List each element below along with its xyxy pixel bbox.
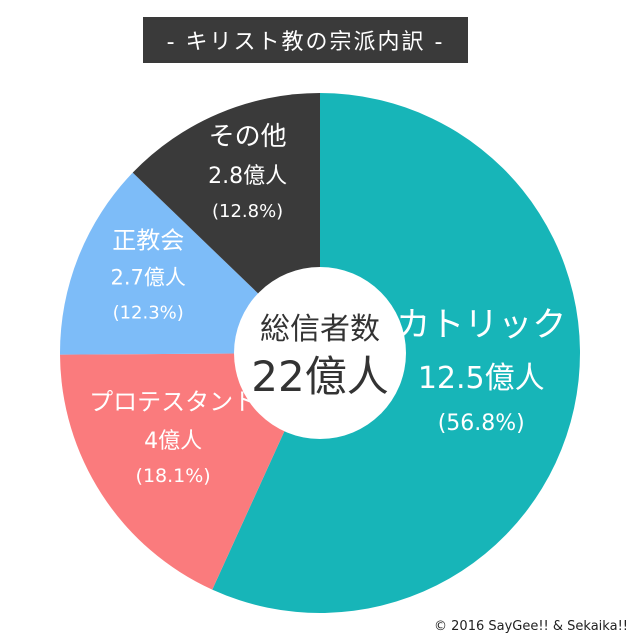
- label-orthodox-value: 2.7億人: [111, 265, 186, 289]
- label-orthodox-name: 正教会: [112, 226, 184, 254]
- label-other-value: 2.8億人: [208, 164, 287, 189]
- center-hole: [234, 267, 406, 439]
- label-protestant-value: 4億人: [144, 429, 202, 454]
- label-protestant-percent: (18.1%): [136, 465, 211, 487]
- total-value: 22億人: [251, 352, 388, 401]
- label-catholic-percent: (56.8%): [438, 411, 525, 436]
- chart-title: - キリスト教の宗派内訳 -: [143, 17, 468, 63]
- label-other-name: その他: [209, 122, 287, 152]
- label-catholic-name: カトリック: [396, 305, 566, 345]
- copyright-text: © 2016 SayGee!! & Sekaika!!: [434, 619, 628, 634]
- label-protestant-name: プロテスタント: [89, 388, 257, 416]
- slice-protestant: [60, 353, 321, 590]
- label-orthodox-percent: (12.3%): [113, 302, 184, 323]
- total-label: 総信者数: [260, 312, 380, 347]
- label-other-percent: (12.8%): [212, 201, 283, 222]
- label-catholic-value: 12.5億人: [418, 361, 545, 396]
